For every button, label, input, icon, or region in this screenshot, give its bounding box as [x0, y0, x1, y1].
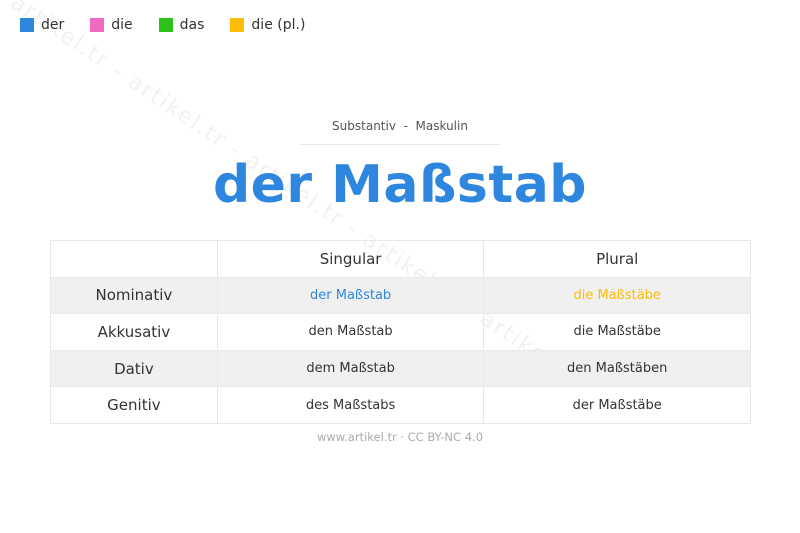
legend-label: die [111, 17, 133, 33]
footer-credit: www.artikel.tr · CC BY-NC 4.0 [316, 430, 484, 444]
der-swatch-icon [20, 18, 34, 32]
table-row: Nominativ der Maßstab die Maßstäbe [50, 276, 751, 315]
divider [300, 144, 500, 145]
case-label: Genitiv [50, 386, 218, 424]
case-label: Nominativ [50, 276, 218, 315]
das-swatch-icon [158, 18, 173, 32]
table-row: Genitiv des Maßstabs der Maßstäbe [50, 386, 751, 424]
die-swatch-icon [90, 18, 105, 32]
plural-cell: die Maßstäbe [483, 313, 751, 351]
legend-label: das [179, 17, 205, 33]
header-plural: Plural [483, 240, 751, 278]
legend-item-die-plural: die (pl.) [230, 17, 305, 33]
word-type: Substantiv - Maskulin [332, 119, 468, 133]
case-label: Akkusativ [50, 313, 218, 351]
legend-item-die: die [90, 17, 133, 33]
header-singular: Singular [216, 240, 485, 278]
plural-cell: der Maßstäbe [483, 386, 751, 424]
legend-label: die (pl.) [251, 17, 306, 33]
table-header-row: Singular Plural [50, 240, 751, 278]
legend-label: der [41, 17, 65, 33]
declension-table: Singular Plural Nominativ der Maßstab di… [50, 240, 751, 424]
legend: der die das die (pl.) [20, 17, 331, 33]
plural-cell: den Maßstäben [483, 349, 751, 388]
page-title: der Maßstab [212, 155, 588, 215]
legend-item-das: das [158, 17, 205, 33]
plural-cell: die Maßstäbe [483, 276, 751, 315]
singular-cell: dem Maßstab [216, 349, 485, 388]
case-label: Dativ [50, 349, 218, 388]
table-row: Akkusativ den Maßstab die Maßstäbe [50, 313, 751, 351]
singular-cell: den Maßstab [216, 313, 485, 351]
legend-item-der: der [20, 17, 64, 33]
header-empty [50, 240, 218, 278]
die-plural-swatch-icon [230, 18, 245, 32]
singular-cell: der Maßstab [216, 276, 485, 315]
table-row: Dativ dem Maßstab den Maßstäben [50, 349, 751, 388]
singular-cell: des Maßstabs [216, 386, 485, 424]
